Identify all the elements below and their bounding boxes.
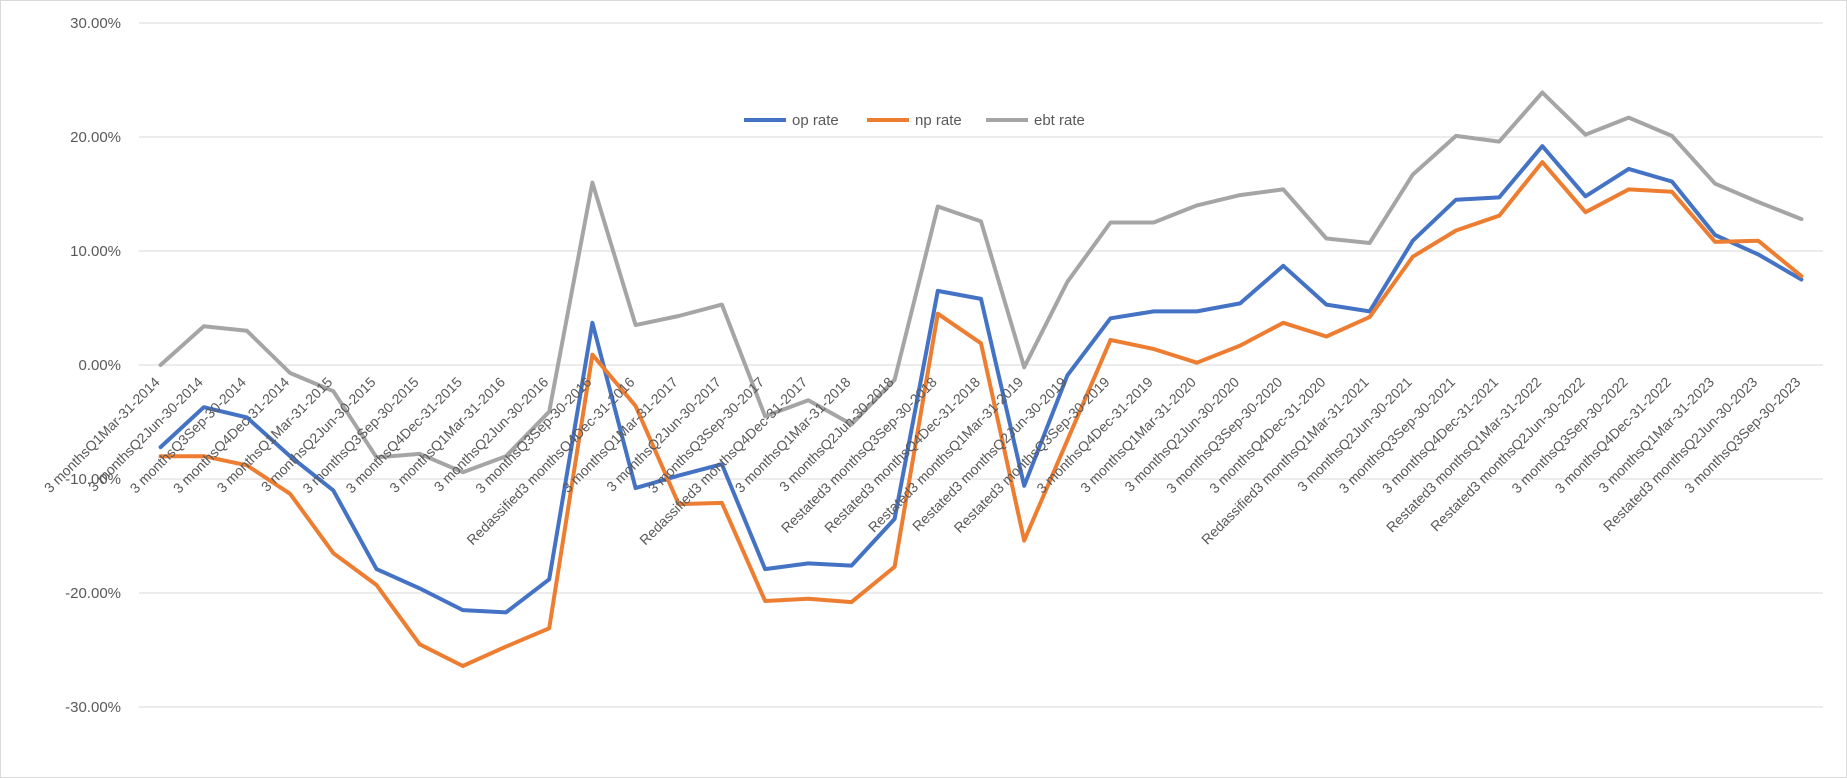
series-line-ebt-rate	[158, 90, 1804, 475]
x-category-label: Restated3 monthsQ1Mar-31-2022	[1383, 374, 1545, 536]
y-tick-label: -30.00%	[65, 699, 121, 716]
x-category-label: Restated3 monthsQ2Jun-30-2022	[1427, 374, 1588, 535]
series-lines	[158, 90, 1804, 668]
x-category-label: Restated3 monthsQ2Jun-30-2023	[1600, 374, 1761, 535]
y-tick-label: 30.00%	[70, 15, 121, 32]
legend-label: np rate	[915, 112, 962, 129]
x-category-label: Restated3 monthsQ1Mar-31-2019	[865, 374, 1027, 536]
series-line-op-rate	[158, 144, 1804, 615]
y-tick-label: 10.00%	[70, 243, 121, 260]
x-category-label: Restated3 monthsQ3Sep-30-2019	[951, 374, 1113, 536]
y-tick-label: 20.00%	[70, 129, 121, 146]
gridlines	[139, 22, 1823, 708]
legend-label: ebt rate	[1034, 112, 1085, 129]
legend-label: op rate	[792, 112, 839, 129]
series-line-np-rate	[158, 160, 1804, 668]
legend: op rate np rate ebt rate	[744, 112, 1085, 129]
x-category-label: Restated3 monthsQ2Jun-30-2019	[909, 374, 1070, 535]
y-tick-label: -10.00%	[65, 471, 121, 488]
y-tick-label: 0.00%	[78, 357, 121, 374]
y-axis-tick-labels: 30.00% 20.00% 10.00% 0.00% -10.00% -20.00% -30…	[65, 15, 121, 716]
y-tick-label: -20.00%	[65, 585, 121, 602]
